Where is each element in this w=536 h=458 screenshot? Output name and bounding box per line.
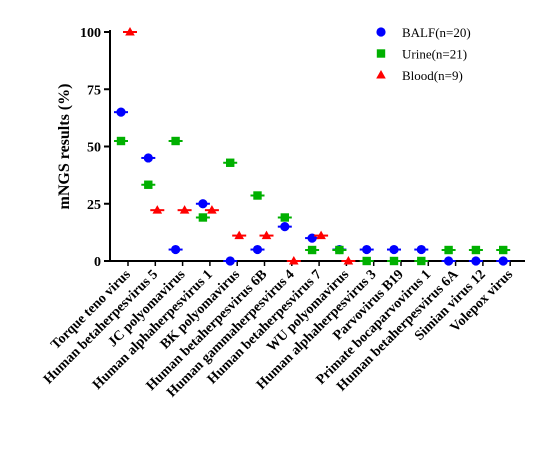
triangle-point <box>289 256 299 265</box>
chart-marks <box>114 27 511 266</box>
square-point <box>144 180 153 189</box>
y-axis-title: mNGS results (%) <box>56 84 73 210</box>
square-point <box>471 245 481 255</box>
square-point <box>171 136 180 146</box>
y-tick-label: 50 <box>87 141 101 156</box>
legend: BALF(n=20) Urine(n=21) Blood(n=9) <box>376 25 471 83</box>
square-point <box>116 136 126 146</box>
triangle-point <box>152 205 163 214</box>
triangle-point <box>261 230 272 240</box>
square-point <box>253 191 262 200</box>
square-point <box>198 213 208 222</box>
circle-point <box>416 244 426 255</box>
square-legend-marker <box>376 49 386 58</box>
square-point <box>389 256 399 266</box>
y-tick-label: 75 <box>87 83 101 98</box>
square-point <box>335 245 344 255</box>
square-point <box>417 256 426 266</box>
circle-point <box>362 244 372 255</box>
triangle-point <box>125 27 135 36</box>
circle-point <box>389 244 399 255</box>
legend-label: Blood(n=9) <box>402 68 463 83</box>
circle-point <box>252 244 263 255</box>
circle-point <box>498 256 508 266</box>
square-point <box>307 245 317 255</box>
triangle-point <box>234 230 244 240</box>
circle-point <box>171 244 181 255</box>
triangle-legend-marker <box>376 70 386 79</box>
circle-legend-marker <box>376 27 386 37</box>
square-point <box>226 158 235 167</box>
legend-label: Urine(n=21) <box>402 47 467 62</box>
circle-point <box>116 107 126 117</box>
circle-point <box>143 153 153 163</box>
circle-point <box>280 222 290 232</box>
circle-point <box>198 199 208 209</box>
circle-point <box>444 256 454 266</box>
square-point <box>280 213 289 222</box>
square-point <box>362 256 371 266</box>
square-point <box>499 245 508 255</box>
square-point <box>444 245 453 255</box>
y-tick-label: 25 <box>87 198 101 213</box>
circle-point <box>471 256 481 266</box>
triangle-point <box>207 205 217 214</box>
x-category-label: Human betaherpesvirus 5 <box>41 267 161 387</box>
triangle-point <box>343 256 354 265</box>
legend-label: BALF(n=20) <box>402 25 471 40</box>
y-tick-label: 100 <box>80 26 101 41</box>
triangle-point <box>179 205 190 214</box>
triangle-point <box>316 230 326 240</box>
circle-point <box>225 256 235 266</box>
axes: 0 25 50 75 100 <box>80 26 525 270</box>
y-tick-label: 0 <box>94 255 101 270</box>
